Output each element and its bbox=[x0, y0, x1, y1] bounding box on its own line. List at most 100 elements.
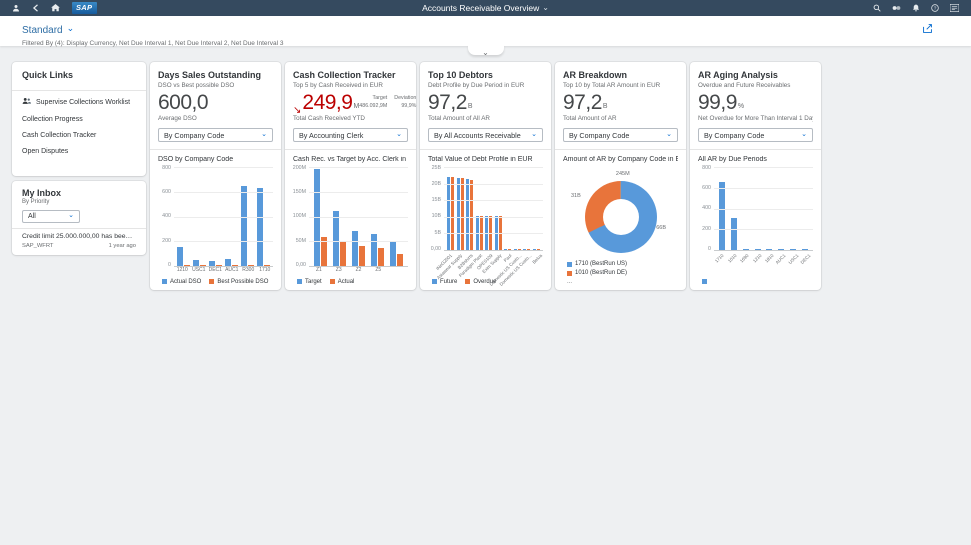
home-icon[interactable] bbox=[51, 4, 60, 12]
legend-item: Best Possible DSO bbox=[209, 279, 268, 285]
cash-dimension-select[interactable]: By Accounting Clerk bbox=[293, 128, 408, 142]
deviation-value: 99,9% bbox=[401, 102, 417, 109]
apps-grid-icon[interactable] bbox=[950, 4, 959, 12]
gridline bbox=[444, 216, 543, 218]
y-axis: 25B 20B 15B 10B 5B 0,00 bbox=[428, 165, 444, 252]
aging-dimension-select[interactable]: By Company Code bbox=[698, 128, 813, 142]
aging-bar-chart[interactable]: 800 600 400 200 0 1710 1010 1690 1210 1810 AUC1 USC… bbox=[698, 165, 813, 285]
x-tick-label: 1210 bbox=[751, 253, 763, 264]
legend-item: Target bbox=[297, 279, 322, 285]
legend-item: Overdue bbox=[465, 279, 496, 285]
slice-value-label: 31B bbox=[571, 193, 581, 199]
user-profile-icon[interactable] bbox=[12, 4, 20, 12]
link-open-disputes[interactable]: Open Disputes bbox=[22, 148, 136, 155]
chart-title: Total Value of Debt Profile in EUR bbox=[428, 156, 533, 163]
kpi-row: 99,9 % bbox=[698, 92, 813, 113]
chevron-down-icon bbox=[531, 131, 537, 140]
legend-swatch bbox=[702, 279, 707, 284]
legend-swatch bbox=[567, 261, 572, 267]
bar-value bbox=[730, 217, 737, 250]
kpi-value: 97,2 bbox=[563, 91, 602, 114]
notifications-icon[interactable] bbox=[912, 4, 920, 12]
x-tick-label: AUC1 bbox=[225, 267, 239, 273]
bar-Best Possible DSO bbox=[184, 265, 191, 266]
x-tick-label: DEC1 bbox=[799, 253, 812, 266]
card-title[interactable]: AR Breakdown bbox=[563, 70, 628, 80]
search-icon[interactable] bbox=[873, 4, 881, 12]
app-title-menu[interactable]: Accounts Receivable Overview bbox=[422, 3, 549, 13]
kpi-label: Average DSO bbox=[158, 115, 197, 122]
debtors-dimension-select[interactable]: By All Accounts Receivable bbox=[428, 128, 543, 142]
card-title[interactable]: Top 10 Debtors bbox=[428, 70, 493, 80]
help-icon[interactable]: ? bbox=[931, 4, 939, 12]
card-title[interactable]: Days Sales Outstanding bbox=[158, 70, 262, 80]
back-icon[interactable] bbox=[32, 4, 39, 12]
y-tick: 800 bbox=[702, 165, 711, 171]
sap-logo: SAP bbox=[72, 2, 98, 14]
gridline bbox=[444, 183, 543, 185]
x-tick-label: Z5 bbox=[375, 267, 382, 273]
chart-title: Cash Rec. vs Target by Acc. Clerk in EUR bbox=[293, 156, 408, 163]
bar-group bbox=[447, 167, 455, 250]
gridline bbox=[309, 216, 408, 218]
link-cash-collection-tracker[interactable]: Cash Collection Tracker bbox=[22, 132, 136, 139]
bar-Best Possible DSO bbox=[247, 265, 254, 266]
breakdown-dimension-select[interactable]: By Company Code bbox=[563, 128, 678, 142]
bar-group bbox=[730, 167, 737, 250]
chart-title: All AR by Due Periods bbox=[698, 156, 767, 163]
gridline bbox=[174, 216, 273, 218]
bar-Future bbox=[494, 215, 498, 250]
y-tick: 10B bbox=[431, 213, 441, 220]
y-tick: 20B bbox=[431, 181, 441, 188]
gridline bbox=[174, 191, 273, 193]
y-tick: 200 bbox=[702, 225, 711, 232]
y-axis: 200M 150M 100M 50M 0,00 bbox=[293, 165, 309, 267]
share-icon[interactable] bbox=[922, 22, 933, 37]
y-tick: 0,00 bbox=[430, 245, 441, 252]
y-tick: 800 bbox=[162, 165, 171, 171]
inbox-task-title[interactable]: Credit limit 25.000.000,00 has been exce… bbox=[22, 233, 136, 240]
bar-value bbox=[778, 249, 785, 250]
plot-area: 25B 20B 15B 10B 5B 0,00 bbox=[428, 165, 543, 252]
breakdown-donut-chart[interactable]: 66B 31B 245M 1710 (BestRun US) 1010 (BestRun… bbox=[563, 167, 678, 285]
card-title[interactable]: Cash Collection Tracker bbox=[293, 70, 396, 80]
bar-Target bbox=[333, 210, 339, 266]
my-inbox-subtitle: By Priority bbox=[22, 199, 50, 205]
bar-group bbox=[532, 167, 540, 250]
x-tick: 1010 bbox=[726, 251, 738, 275]
donut-plot: 66B 31B 245M bbox=[563, 167, 678, 257]
bar-Actual DSO bbox=[209, 260, 216, 266]
plot-area: 800 600 400 200 0 bbox=[698, 165, 813, 252]
bar-group bbox=[766, 167, 773, 250]
x-tick: DEC1 bbox=[799, 251, 813, 275]
gridline bbox=[174, 167, 273, 168]
kpi-row: 249,9 M Target 486.092,9M Deviation 99,9… bbox=[293, 92, 416, 113]
y-tick: 200 bbox=[162, 237, 171, 244]
link-supervise-collections-worklist[interactable]: Supervise Collections Worklist bbox=[22, 97, 136, 107]
legend-label: Actual bbox=[337, 278, 355, 285]
bar-group bbox=[314, 167, 327, 266]
collapse-header-chevron-icon[interactable] bbox=[467, 45, 504, 55]
cash-bar-chart[interactable]: 200M 150M 100M 50M 0,00 Z1 Z3 Z2 Z5 Target Actual bbox=[293, 165, 408, 285]
chart-legend: Future Overdue bbox=[428, 275, 543, 285]
legend-label: Best Possible DSO bbox=[217, 278, 269, 285]
kpi-label: Total Amount of All AR bbox=[428, 115, 490, 122]
debtors-bar-chart[interactable]: 25B 20B 15B 10B 5B 0,00 INeG2001 Asiawear Suppl… bbox=[428, 165, 543, 287]
copilot-icon[interactable] bbox=[892, 4, 901, 12]
link-collection-progress[interactable]: Collection Progress bbox=[22, 116, 136, 123]
bar-Future bbox=[532, 249, 536, 250]
bar-Overdue bbox=[479, 215, 483, 250]
trend-down-icon bbox=[293, 92, 302, 110]
variant-selector[interactable]: Standard bbox=[22, 25, 74, 36]
dso-dimension-select[interactable]: By Company Code bbox=[158, 128, 273, 142]
kpi-unit: M bbox=[353, 103, 360, 110]
bar-group bbox=[485, 167, 493, 250]
inbox-priority-select[interactable]: All bbox=[22, 210, 80, 223]
x-tick: AUC1 bbox=[224, 267, 241, 275]
dso-bar-chart[interactable]: 800 600 400 200 0 1210 USC1 DEC1 AUC1 R300 1710 Act… bbox=[158, 165, 273, 285]
bar-Best Possible DSO bbox=[200, 265, 207, 266]
x-tick-label: R300 bbox=[242, 267, 255, 273]
card-title[interactable]: AR Aging Analysis bbox=[698, 70, 778, 80]
legend-swatch bbox=[209, 279, 215, 284]
legend-swatch bbox=[567, 270, 572, 276]
